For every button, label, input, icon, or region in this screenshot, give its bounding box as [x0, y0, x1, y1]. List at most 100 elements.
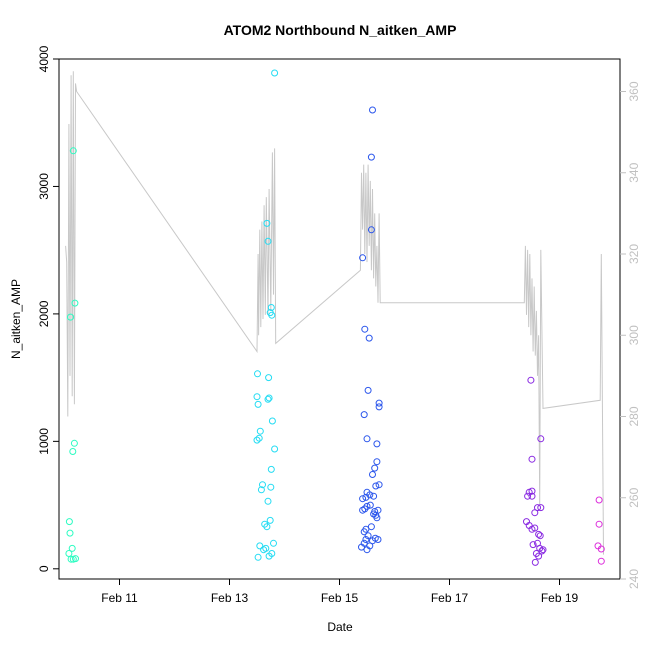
data-point-31 [268, 417, 276, 425]
data-point-69 [363, 488, 371, 496]
data-point-107 [528, 492, 536, 500]
data-point-25 [267, 483, 275, 491]
data-point-71 [375, 481, 383, 489]
data-point-5 [66, 529, 74, 537]
chart-title: ATOM2 Northbound N_aitken_AMP [224, 22, 457, 38]
data-point-39 [266, 309, 274, 317]
data-point-77 [360, 411, 368, 419]
data-point-13 [256, 542, 264, 550]
data-point-64 [374, 506, 382, 514]
data-point-72 [369, 471, 376, 478]
data-point-52 [364, 532, 372, 540]
data-point-4 [68, 544, 76, 552]
y2-tick-label-3: 300 [627, 325, 641, 345]
data-point-34 [264, 395, 272, 403]
data-point-96 [538, 547, 546, 555]
data-point-21 [266, 516, 274, 524]
data-point-24 [259, 481, 266, 489]
data-point-32 [254, 400, 262, 408]
data-point-37 [265, 374, 273, 382]
x-tick-label-4: Feb 19 [541, 591, 579, 605]
points-series [65, 69, 605, 566]
data-point-27 [271, 445, 279, 453]
data-point-12 [254, 553, 262, 561]
data-point-112 [595, 520, 603, 528]
line-series [65, 71, 604, 555]
data-point-68 [370, 492, 378, 500]
data-point-10 [71, 299, 79, 307]
data-point-74 [373, 458, 381, 466]
y-tick-label-3: 3000 [37, 173, 51, 200]
data-point-83 [359, 254, 367, 262]
x-axis-label: Date [327, 620, 353, 634]
data-point-65 [359, 495, 367, 503]
data-point-55 [367, 523, 375, 531]
y2-tick-label-2: 280 [627, 406, 641, 426]
data-point-111 [595, 496, 603, 504]
y-axis: 0 1000 2000 3000 4000 [37, 45, 59, 572]
data-point-78 [375, 403, 383, 411]
y2-tick-label-6: 360 [627, 81, 641, 101]
data-point-98 [535, 552, 543, 560]
data-point-1 [67, 555, 75, 563]
data-point-9 [67, 313, 74, 321]
data-point-11 [69, 147, 77, 155]
data-point-73 [371, 464, 379, 472]
data-point-80 [364, 386, 372, 394]
data-point-82 [361, 325, 369, 333]
data-point-106 [528, 487, 536, 495]
data-point-20 [261, 520, 269, 528]
x-tick-label-0: Feb 11 [101, 591, 138, 605]
data-point-93 [529, 541, 537, 549]
x-tick-label-1: Feb 13 [211, 591, 249, 605]
data-point-42 [263, 219, 271, 227]
data-point-109 [537, 435, 545, 443]
y2-axis: 240 260 280 300 320 340 360 [620, 81, 641, 589]
data-point-30 [256, 427, 264, 435]
data-point-92 [536, 532, 544, 540]
data-point-91 [535, 530, 543, 538]
data-point-102 [534, 504, 541, 512]
data-point-115 [597, 557, 605, 565]
data-point-18 [270, 539, 277, 547]
x-tick-label-2: Feb 15 [321, 591, 359, 605]
y-tick-label-0: 0 [37, 565, 51, 572]
y2-tick-label-5: 340 [627, 162, 641, 182]
data-point-33 [253, 393, 261, 401]
y-tick-label-2: 2000 [37, 300, 51, 327]
data-point-51 [374, 536, 382, 543]
data-point-90 [531, 524, 539, 532]
data-point-100 [539, 546, 547, 554]
data-point-54 [362, 525, 370, 533]
y2-tick-label-4: 320 [627, 244, 641, 264]
data-point-108 [528, 455, 536, 463]
data-point-114 [597, 545, 605, 553]
data-point-104 [524, 492, 532, 500]
data-point-62 [366, 501, 374, 509]
y2-tick-label-1: 260 [627, 487, 641, 507]
data-point-26 [267, 465, 275, 473]
data-point-15 [262, 544, 270, 552]
data-point-103 [537, 504, 545, 512]
data-point-17 [268, 550, 276, 557]
series-line-0 [65, 71, 604, 555]
data-point-45 [360, 539, 368, 547]
data-point-23 [257, 486, 265, 494]
data-point-8 [70, 439, 78, 447]
data-point-22 [264, 497, 272, 505]
data-point-3 [72, 555, 79, 563]
x-axis: Feb 11 Feb 13 Feb 15 Feb 17 Feb 19 [101, 579, 579, 605]
y-tick-label-1: 1000 [37, 428, 51, 455]
data-point-48 [362, 536, 370, 543]
data-point-7 [69, 448, 77, 455]
data-point-43 [271, 69, 279, 77]
data-point-99 [531, 558, 539, 566]
data-point-61 [363, 502, 371, 510]
data-point-36 [254, 370, 261, 378]
data-point-28 [253, 436, 261, 444]
data-point-41 [264, 237, 272, 245]
data-point-40 [267, 304, 275, 311]
y-tick-label-4: 4000 [37, 45, 51, 72]
data-point-86 [369, 106, 376, 114]
